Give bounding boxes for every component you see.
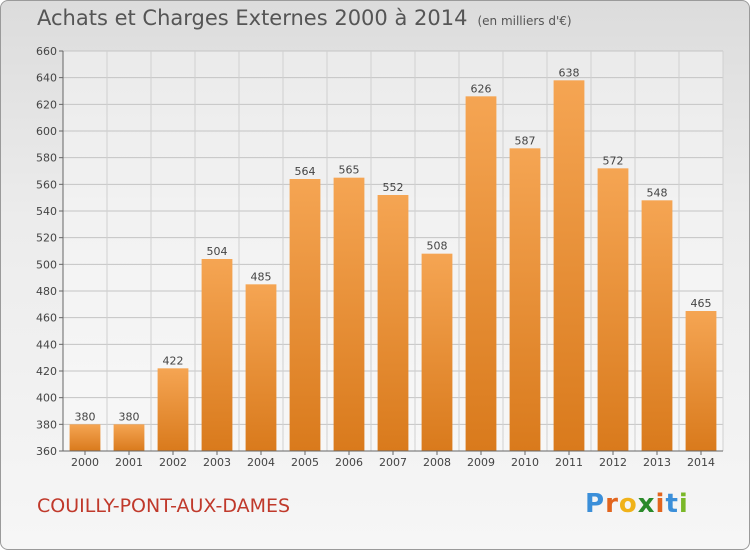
logo-letter: r	[605, 489, 619, 519]
x-tick-label-2010: 2010	[511, 456, 539, 469]
bar-2012	[597, 168, 629, 452]
y-tick-label: 640	[36, 72, 57, 85]
y-tick-label: 520	[36, 232, 57, 245]
bar-2002	[157, 368, 189, 451]
chart-title: Achats et Charges Externes 2000 à 2014 (e…	[37, 6, 572, 30]
x-tick-label-2008: 2008	[423, 456, 451, 469]
logo-letter: P	[585, 489, 606, 519]
x-tick-label-2004: 2004	[247, 456, 275, 469]
y-tick-label: 580	[36, 152, 57, 165]
bar-2011	[553, 80, 585, 451]
bar-2001	[113, 424, 145, 451]
x-tick-label-2003: 2003	[203, 456, 231, 469]
bars: 380 380 422 504 485 564 565 552 508 626 587 638 572 5…	[69, 66, 717, 452]
y-tick-label: 440	[36, 338, 57, 351]
data-label-2004: 485	[251, 270, 272, 283]
bar-2010	[509, 148, 541, 452]
data-label-2011: 638	[559, 66, 580, 79]
x-tick-label-2014: 2014	[687, 456, 715, 469]
x-tick-label-2013: 2013	[643, 456, 671, 469]
x-tick-label-2002: 2002	[159, 456, 187, 469]
x-tick-label-2007: 2007	[379, 456, 407, 469]
bar-2003	[201, 259, 233, 451]
chart-subtitle: (en milliers d'€)	[477, 14, 572, 28]
x-tick-label-2006: 2006	[335, 456, 363, 469]
y-tick-label: 500	[36, 258, 57, 271]
x-tick-label-2012: 2012	[599, 456, 627, 469]
data-label-2010: 587	[515, 134, 536, 147]
logo-letter: t	[665, 489, 679, 519]
y-tick-label: 480	[36, 285, 57, 298]
bar-2007	[377, 195, 409, 451]
x-tick-label-2009: 2009	[467, 456, 495, 469]
logo-letter: x	[637, 489, 656, 519]
data-label-2012: 572	[603, 154, 624, 167]
bar-2004	[245, 284, 277, 451]
commune-name: COUILLY-PONT-AUX-DAMES	[37, 495, 291, 517]
data-label-2007: 552	[383, 181, 404, 194]
data-label-2003: 504	[207, 245, 228, 258]
y-tick-label: 540	[36, 205, 57, 218]
y-tick-label: 380	[36, 418, 57, 431]
y-tick-label: 560	[36, 178, 57, 191]
bar-2008	[421, 253, 453, 451]
bar-2000	[69, 424, 101, 451]
x-tick-label-2001: 2001	[115, 456, 143, 469]
x-tick-label-2000: 2000	[71, 456, 99, 469]
y-tick-label: 600	[36, 125, 57, 138]
x-tick-label-2011: 2011	[555, 456, 583, 469]
y-tick-label: 400	[36, 392, 57, 405]
y-tick-label: 460	[36, 312, 57, 325]
logo-letter: i	[655, 489, 666, 519]
proxiti-logo: Proxiti	[585, 489, 689, 519]
data-label-2001: 380	[119, 410, 140, 423]
bar-2006	[333, 177, 365, 451]
y-tick-label: 660	[36, 45, 57, 58]
x-tick-label-2005: 2005	[291, 456, 319, 469]
y-tick-label: 620	[36, 98, 57, 111]
logo-letter: i	[678, 489, 689, 519]
data-label-2009: 626	[471, 82, 492, 95]
data-label-2014: 465	[691, 297, 712, 310]
y-tick-label: 360	[36, 445, 57, 458]
data-label-2002: 422	[163, 354, 184, 367]
logo-letter: o	[618, 489, 638, 519]
data-label-2006: 565	[339, 164, 360, 177]
y-tick-label: 420	[36, 365, 57, 378]
data-label-2008: 508	[427, 240, 448, 253]
data-label-2013: 548	[647, 186, 668, 199]
axes: 360 380 400 420 440 460 480 500 520 540 560 580 600 6…	[36, 45, 723, 469]
data-label-2000: 380	[75, 410, 96, 423]
chart-title-text: Achats et Charges Externes 2000 à 2014	[37, 6, 468, 30]
bar-2005	[289, 179, 321, 451]
data-label-2005: 564	[295, 165, 316, 178]
bar-2014	[685, 311, 717, 451]
bar-2009	[465, 96, 497, 451]
bar-2013	[641, 200, 673, 451]
